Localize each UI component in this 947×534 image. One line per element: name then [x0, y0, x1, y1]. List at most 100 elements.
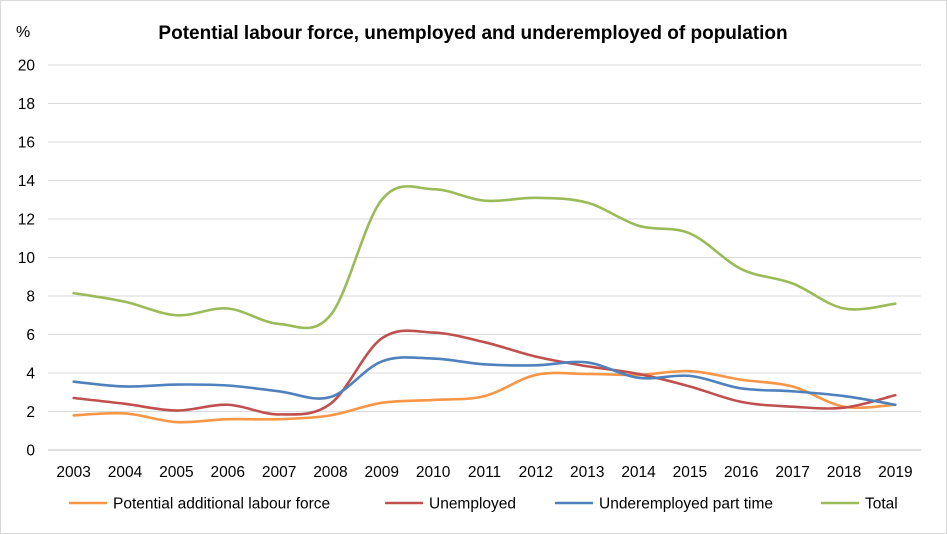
x-tick-label: 2008 — [313, 464, 347, 481]
data-point-total — [329, 314, 331, 316]
series-line-underemployed-part-time — [72, 356, 897, 407]
data-point-underemployed-part-time — [432, 357, 434, 359]
x-tick-label: 2015 — [673, 464, 707, 481]
data-point-underemployed-part-time — [483, 363, 485, 365]
data-point-total — [432, 188, 434, 190]
x-tick-label: 2014 — [621, 464, 656, 481]
data-point-unemployed — [894, 394, 896, 396]
data-point-total — [637, 225, 639, 227]
data-point-potential-additional-labour-force — [278, 418, 280, 420]
y-tick-label: 6 — [26, 327, 35, 344]
data-point-potential-additional-labour-force — [381, 402, 383, 404]
data-point-potential-additional-labour-force — [432, 399, 434, 401]
data-point-total — [175, 314, 177, 316]
data-point-underemployed-part-time — [175, 383, 177, 385]
y-tick-label: 16 — [18, 135, 35, 152]
series-line-total — [72, 185, 897, 330]
data-point-potential-additional-labour-force — [329, 414, 331, 416]
data-point-underemployed-part-time — [124, 385, 126, 387]
data-point-unemployed — [124, 403, 126, 405]
legend-label: Underemployed part time — [599, 496, 773, 513]
data-point-unemployed — [175, 409, 177, 411]
data-point-total — [278, 323, 280, 325]
data-point-total — [483, 200, 485, 202]
series-lines — [72, 185, 897, 424]
x-tick-label: 2017 — [775, 464, 809, 481]
x-tick-label: 2012 — [519, 464, 553, 481]
data-point-potential-additional-labour-force — [124, 412, 126, 414]
data-point-underemployed-part-time — [535, 364, 537, 366]
data-point-unemployed — [689, 385, 691, 387]
y-tick-label: 12 — [18, 212, 35, 229]
y-axis-ticks: 0 2 4 6 8 10 12 14 16 18 20 — [18, 58, 36, 460]
data-point-unemployed — [278, 413, 280, 415]
x-tick-label: 2004 — [108, 464, 143, 481]
x-tick-label: 2011 — [468, 464, 501, 481]
data-point-potential-additional-labour-force — [586, 373, 588, 375]
data-point-unemployed — [227, 404, 229, 406]
data-point-unemployed — [483, 341, 485, 343]
data-point-total — [381, 199, 383, 201]
data-point-total — [740, 268, 742, 270]
series-line-potential-additional-labour-force — [72, 369, 897, 424]
data-point-underemployed-part-time — [843, 395, 845, 397]
data-point-underemployed-part-time — [278, 390, 280, 392]
x-axis-ticks: 2003 2004 2005 2006 2007 2008 2009 2010 2011 2012… — [56, 464, 912, 481]
y-tick-label: 0 — [26, 443, 35, 460]
data-point-potential-additional-labour-force — [483, 395, 485, 397]
data-point-underemployed-part-time — [637, 377, 639, 379]
chart-title: Potential labour force, unemployed and u… — [158, 23, 787, 44]
x-tick-label: 2009 — [365, 464, 399, 481]
data-point-unemployed — [432, 331, 434, 333]
data-point-underemployed-part-time — [227, 384, 229, 386]
series-line-unemployed — [72, 329, 897, 416]
y-tick-label: 20 — [18, 58, 36, 75]
data-point-underemployed-part-time — [329, 396, 331, 398]
data-point-underemployed-part-time — [381, 360, 383, 362]
y-tick-label: 18 — [18, 96, 35, 113]
data-point-underemployed-part-time — [586, 361, 588, 363]
data-point-unemployed — [535, 355, 537, 357]
data-point-unemployed — [72, 397, 74, 399]
x-tick-label: 2010 — [416, 464, 451, 481]
data-point-unemployed — [843, 406, 845, 408]
data-point-unemployed — [791, 405, 793, 407]
data-point-underemployed-part-time — [894, 404, 896, 406]
y-axis-unit-label: % — [16, 24, 30, 41]
data-point-total — [535, 197, 537, 199]
data-point-unemployed — [637, 373, 639, 375]
x-tick-label: 2019 — [878, 464, 912, 481]
data-point-potential-additional-labour-force — [689, 370, 691, 372]
x-tick-label: 2005 — [159, 464, 193, 481]
x-tick-label: 2018 — [827, 464, 861, 481]
data-point-potential-additional-labour-force — [740, 379, 742, 381]
y-tick-label: 14 — [18, 173, 36, 190]
data-point-total — [689, 232, 691, 234]
data-point-potential-additional-labour-force — [535, 374, 537, 376]
data-point-total — [843, 307, 845, 309]
data-point-potential-additional-labour-force — [791, 385, 793, 387]
legend-label: Unemployed — [429, 496, 516, 513]
legend: Potential additional labour force Unemplo… — [69, 496, 898, 513]
y-tick-label: 8 — [26, 289, 35, 306]
data-point-potential-additional-labour-force — [175, 421, 177, 423]
data-point-total — [791, 282, 793, 284]
x-tick-label: 2016 — [724, 464, 758, 481]
data-point-unemployed — [740, 401, 742, 403]
data-point-total — [227, 307, 229, 309]
data-point-unemployed — [381, 337, 383, 339]
data-point-underemployed-part-time — [689, 375, 691, 377]
y-tick-label: 2 — [26, 404, 35, 421]
data-point-total — [124, 301, 126, 303]
data-point-total — [586, 201, 588, 203]
y-tick-label: 10 — [18, 250, 36, 267]
x-tick-label: 2006 — [210, 464, 244, 481]
y-tick-label: 4 — [26, 366, 35, 383]
data-point-total — [894, 303, 896, 305]
legend-label: Total — [865, 496, 898, 513]
data-points — [72, 188, 896, 423]
data-point-unemployed — [329, 403, 331, 405]
data-point-underemployed-part-time — [740, 387, 742, 389]
